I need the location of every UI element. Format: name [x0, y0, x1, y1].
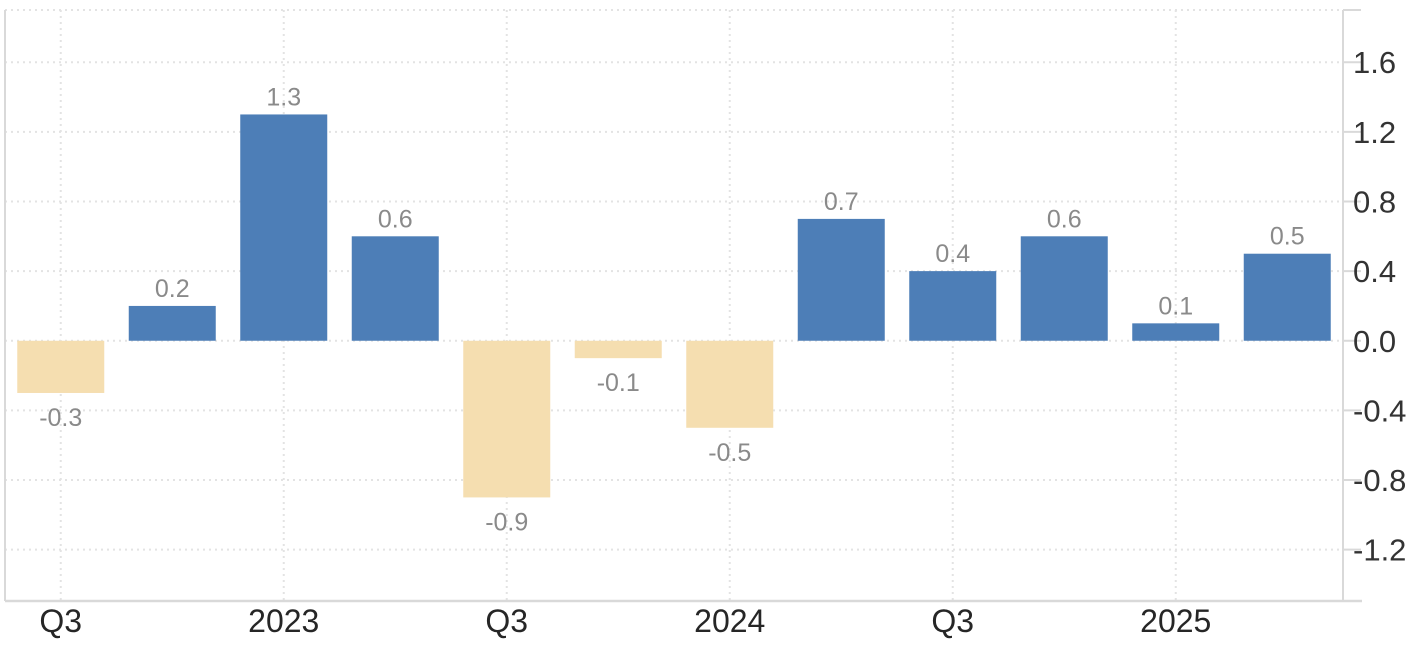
x-tick-label: Q3 [931, 603, 974, 639]
chart-bar-4[interactable] [463, 340, 551, 498]
bar-value-label: 0.6 [1047, 205, 1082, 233]
y-tick-label: -0.8 [1353, 463, 1406, 498]
y-tick-label: 0.0 [1353, 324, 1396, 359]
y-tick-label: -0.4 [1353, 393, 1406, 428]
bar-value-label: 0.2 [155, 275, 190, 303]
chart-bar-9[interactable] [1020, 236, 1108, 341]
bar-value-label: 0.6 [378, 205, 413, 233]
bar-value-label: 0.7 [824, 188, 859, 216]
bar-value-label: -0.9 [485, 508, 528, 536]
bar-value-label: -0.5 [708, 439, 751, 467]
chart-bar-11[interactable] [1243, 253, 1331, 341]
x-tick-label: 2025 [1140, 603, 1211, 639]
chart-bar-10[interactable] [1132, 323, 1220, 341]
y-tick-label: 1.2 [1353, 115, 1396, 150]
bar-value-label: -0.3 [39, 404, 82, 432]
x-tick-label: Q3 [485, 603, 528, 639]
x-tick-label: Q3 [39, 603, 82, 639]
bar-value-label: 0.5 [1270, 223, 1305, 251]
bar-value-label: 0.4 [935, 240, 970, 268]
bar-value-label: 0.1 [1158, 292, 1193, 320]
chart-bar-6[interactable] [686, 340, 774, 428]
y-tick-label: 0.4 [1353, 254, 1396, 289]
x-tick-label: 2023 [248, 603, 319, 639]
chart-bar-2[interactable] [240, 114, 328, 341]
chart-bar-8[interactable] [909, 271, 997, 341]
chart-bar-0[interactable] [17, 340, 105, 393]
chart-bar-5[interactable] [574, 340, 662, 359]
x-tick-label: 2024 [694, 603, 765, 639]
chart-bar-1[interactable] [128, 305, 216, 341]
y-tick-label: -1.2 [1353, 533, 1406, 568]
chart-bar-7[interactable] [797, 218, 885, 341]
bar-value-label: 1.3 [266, 83, 301, 111]
chart-bar-3[interactable] [351, 236, 439, 341]
y-tick-label: 1.6 [1353, 45, 1396, 80]
y-tick-label: 0.8 [1353, 184, 1396, 219]
bar-value-label: -0.1 [597, 369, 640, 397]
